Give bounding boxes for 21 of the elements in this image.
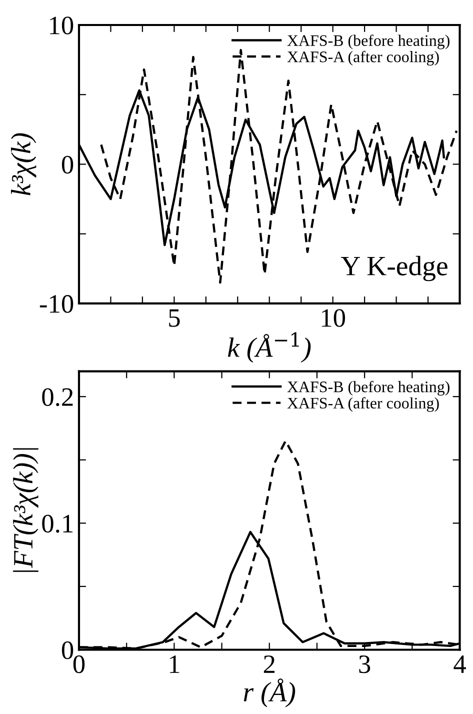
y-tick-label: 0 xyxy=(62,156,74,174)
x-axis-title: r (Å) xyxy=(244,678,296,708)
y-tick-label: 0 xyxy=(62,641,74,660)
x-tick-label: 3 xyxy=(359,655,370,674)
x-axis-title: k (Å$^{−1}$) xyxy=(228,332,311,363)
y-tick-label: -10 xyxy=(40,295,74,313)
y-axis-title: k³χ(k) xyxy=(10,133,36,196)
annotation: Y K-edge xyxy=(340,256,448,282)
legend-label: XAFS-A (after cooling) xyxy=(287,397,439,412)
y-axis-title: |FT(k³χ(k))| xyxy=(13,448,38,572)
x-tick-label: 0 xyxy=(73,655,85,674)
y-tick-label: 0.1 xyxy=(42,514,73,533)
x-tick-label: 2 xyxy=(264,655,275,673)
legend-label: XAFS-B (before heating) xyxy=(287,380,450,396)
y-tick-label: 0.2 xyxy=(42,388,73,406)
legend-label: XAFS-B (before heating) xyxy=(287,34,450,50)
legend-label: XAFS-A (after cooling) xyxy=(287,50,439,66)
x-tick-label: 5 xyxy=(169,309,180,327)
x-tick-label: 1 xyxy=(170,655,180,673)
y-tick-label: 10 xyxy=(50,16,74,34)
x-tick-label: 4 xyxy=(454,656,466,673)
